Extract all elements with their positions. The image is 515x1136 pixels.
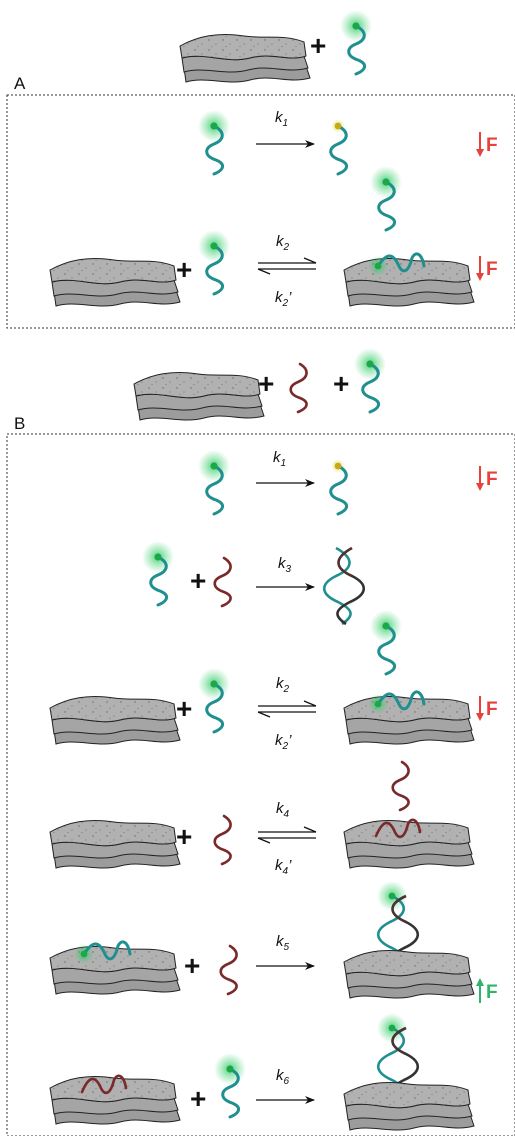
plus-sign: + bbox=[176, 821, 192, 852]
plus-sign: + bbox=[333, 368, 349, 399]
reaction-row-b3: + k2 k2’ F bbox=[49, 666, 498, 752]
target-strand-icon bbox=[213, 814, 232, 866]
equilibrium-arrows bbox=[257, 826, 317, 844]
equilibrium-arrows bbox=[257, 257, 317, 275]
plus-sign: + bbox=[176, 693, 192, 724]
plus-sign: + bbox=[190, 565, 206, 596]
sheet-with-adsorbed-probe-icon bbox=[49, 940, 181, 995]
target-strand-icon bbox=[219, 944, 238, 996]
plus-sign: + bbox=[258, 368, 274, 399]
fluorescence-decrease-indicator: F bbox=[476, 696, 498, 721]
plus-sign: + bbox=[184, 950, 200, 981]
sheet-stack-icon bbox=[343, 949, 475, 999]
rate-label-k4: k4 bbox=[276, 800, 290, 820]
panel-label-a: A bbox=[14, 74, 26, 93]
sheet-stack-icon bbox=[49, 257, 181, 307]
rate-label-k2: k2 bbox=[276, 233, 290, 253]
sheet-stack-icon bbox=[179, 33, 311, 83]
target-strand-icon bbox=[391, 760, 410, 812]
rate-label-k3: k3 bbox=[278, 555, 292, 575]
sheet-stack-icon bbox=[49, 819, 181, 869]
rate-label-k2-prime: k2’ bbox=[275, 732, 292, 752]
fluorescent-probe-strand-icon bbox=[196, 448, 232, 516]
fluorescence-increase-indicator: F bbox=[476, 978, 498, 1003]
panel-b-frame bbox=[6, 433, 515, 1136]
fluorescence-decrease-indicator: F bbox=[476, 132, 498, 157]
sheet-with-adsorbed-target-icon bbox=[343, 818, 475, 869]
header-reactants-a: + bbox=[179, 8, 374, 83]
quenched-probe-strand-icon bbox=[329, 457, 349, 516]
svg-text:F: F bbox=[486, 469, 498, 490]
rate-label-k5: k5 bbox=[276, 933, 290, 953]
panel-a-frame bbox=[6, 94, 515, 329]
sheet-with-adsorbed-probe-icon bbox=[343, 252, 475, 307]
rate-label-k2-prime: k2’ bbox=[275, 289, 292, 309]
reaction-row-b4: + k4 k4’ bbox=[49, 800, 475, 877]
reaction-row-a1: k1 F bbox=[196, 108, 498, 176]
reaction-row-b1: k1 F bbox=[196, 448, 498, 516]
fluorescent-probe-strand-icon bbox=[352, 346, 388, 414]
sheet-stack-icon bbox=[343, 1081, 475, 1131]
equilibrium-arrows bbox=[257, 700, 317, 718]
svg-text:F: F bbox=[486, 135, 498, 156]
header-reactants-b: + + bbox=[133, 346, 388, 421]
fluorescent-probe-strand-icon bbox=[196, 228, 232, 296]
plus-sign: + bbox=[190, 1083, 206, 1114]
reaction-row-b5: + k5 F bbox=[49, 933, 498, 1003]
fluorescent-probe-strand-icon bbox=[196, 108, 232, 176]
sheet-stack-icon bbox=[133, 371, 265, 421]
reaction-row-a2: + k2 k2’ F bbox=[49, 228, 498, 309]
reaction-row-b2: + k3 bbox=[140, 539, 366, 626]
quenched-probe-strand-icon bbox=[329, 117, 349, 176]
sheet-with-adsorbed-probe-icon bbox=[343, 690, 475, 745]
svg-text:F: F bbox=[486, 699, 498, 720]
sheet-with-adsorbed-target-icon bbox=[49, 1074, 181, 1125]
panel-b: B k1 F + k3 bbox=[6, 414, 515, 1136]
target-strand-icon bbox=[213, 556, 232, 608]
fluorescent-probe-strand-icon bbox=[368, 164, 404, 232]
rate-label-k4-prime: k4’ bbox=[275, 857, 292, 877]
rate-label-k1: k1 bbox=[275, 109, 288, 129]
reaction-row-b6: + k6 bbox=[49, 1051, 475, 1131]
target-strand-icon bbox=[289, 362, 308, 414]
rate-label-k2: k2 bbox=[276, 675, 290, 695]
plus-sign: + bbox=[310, 30, 326, 61]
panel-a: A k1 F + k2 bbox=[6, 74, 515, 329]
fluorescent-probe-strand-icon bbox=[196, 666, 232, 734]
fluorescent-probe-strand-icon bbox=[338, 8, 374, 76]
svg-text:F: F bbox=[486, 259, 498, 280]
fluorescence-decrease-indicator: F bbox=[476, 256, 498, 281]
fluorescent-probe-strand-icon bbox=[140, 539, 176, 607]
plus-sign: + bbox=[176, 254, 192, 285]
fluorescent-probe-strand-icon bbox=[368, 608, 404, 676]
fluorescent-probe-strand-icon bbox=[212, 1051, 248, 1119]
rate-label-k6: k6 bbox=[276, 1067, 290, 1087]
svg-text:F: F bbox=[486, 982, 498, 1003]
fluorescence-decrease-indicator: F bbox=[476, 466, 498, 491]
sheet-stack-icon bbox=[49, 695, 181, 745]
panel-label-b: B bbox=[14, 414, 25, 433]
rate-label-k1: k1 bbox=[273, 449, 286, 469]
double-helix-icon bbox=[322, 546, 366, 626]
